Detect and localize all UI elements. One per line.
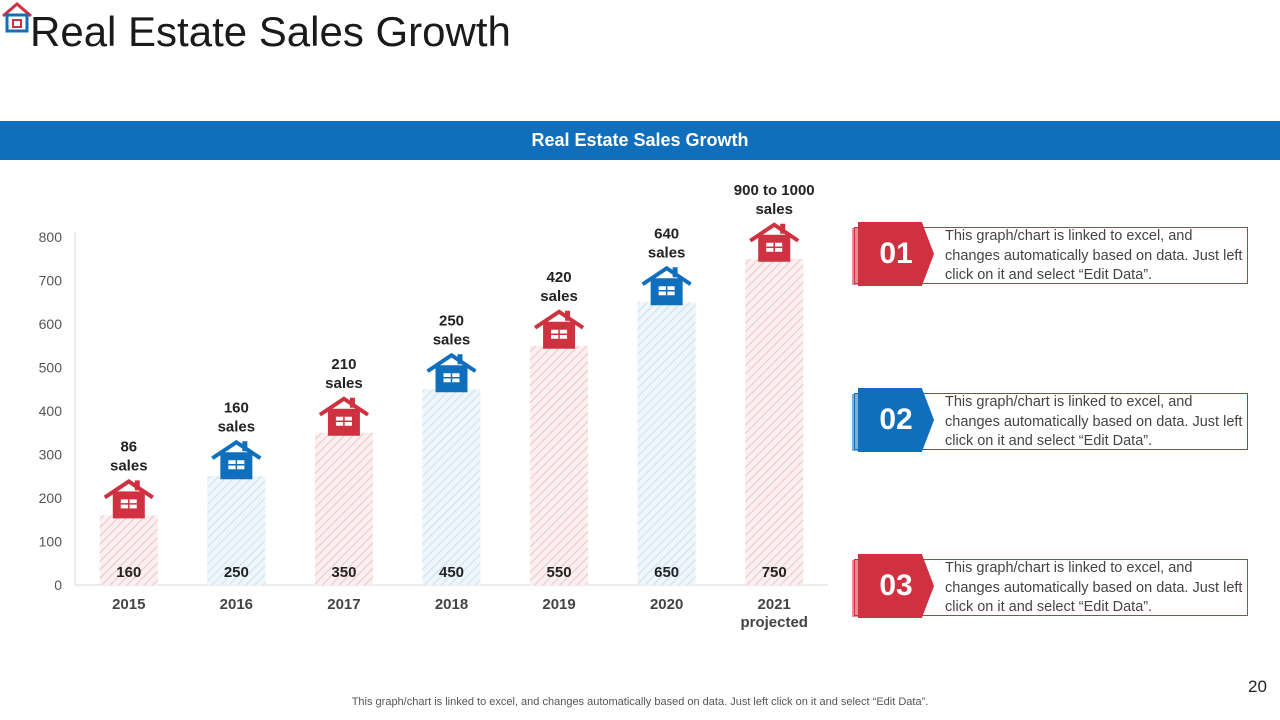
bar-value-label: 450 (439, 564, 464, 581)
sales-bar-chart[interactable]: 0 100 200 300 400 500 600 700 800 160 86 sales 2015 2… (0, 160, 850, 640)
x-tick-label: 2019 (542, 596, 575, 613)
x-tick-label: 2021 (758, 596, 791, 613)
annotation-label: 420 (547, 269, 572, 286)
y-tick-label: 100 (39, 534, 63, 550)
y-tick-label: 600 (39, 316, 63, 332)
callout-text: This graph/chart is linked to excel, and… (945, 560, 1243, 615)
x-tick-label: 2017 (327, 596, 360, 613)
callout-number-badge: 01 (858, 222, 934, 286)
bar-group[interactable]: 250 160 sales (207, 399, 266, 585)
bar[interactable] (99, 515, 158, 585)
callout-text: This graph/chart is linked to excel, and… (945, 394, 1243, 449)
bar[interactable] (207, 476, 266, 585)
y-tick-label: 0 (54, 577, 62, 593)
bar[interactable] (745, 258, 804, 585)
x-tick-label: projected (740, 614, 808, 631)
callout-tab-edge (852, 560, 862, 617)
x-tick-label: 2015 (112, 596, 145, 613)
bar-group[interactable]: 750 900 to 1000 sales (734, 182, 815, 585)
annotation-label: sales (540, 288, 578, 305)
x-tick-label: 2018 (435, 596, 468, 613)
bar-value-label: 650 (654, 564, 679, 581)
callout-01: 01 This graph/chart is linked to excel, a… (850, 222, 1250, 292)
bar-value-label: 250 (224, 564, 249, 581)
callout-number-badge: 02 (858, 388, 934, 452)
y-tick-label: 800 (39, 229, 63, 245)
annotation-label: 250 (439, 312, 464, 329)
bar-value-label: 550 (547, 564, 572, 581)
annotation-label: sales (110, 457, 148, 474)
page-number: 20 (1248, 677, 1267, 696)
callout-tab-edge (852, 228, 862, 285)
bar-group[interactable]: 350 210 sales (314, 356, 373, 585)
house-icon (533, 309, 585, 349)
bar-group[interactable]: 550 420 sales (530, 269, 589, 585)
bar[interactable] (314, 432, 373, 585)
annotation-label: 210 (331, 356, 356, 373)
bar-group[interactable]: 450 250 sales (422, 312, 481, 585)
callout-tab-edge (852, 394, 862, 451)
house-logo-icon (2, 2, 32, 33)
callout-03: 03 This graph/chart is linked to excel, a… (850, 554, 1250, 624)
chart-banner: Real Estate Sales Growth (0, 121, 1280, 160)
annotation-label: 640 (654, 225, 679, 242)
house-icon (318, 396, 370, 436)
bar-value-label: 160 (116, 564, 141, 581)
callout-text: This graph/chart is linked to excel, and… (945, 228, 1243, 283)
annotation-label: 160 (224, 399, 249, 416)
bar[interactable] (530, 345, 589, 585)
bar-value-label: 750 (762, 564, 787, 581)
house-icon (211, 439, 262, 480)
y-tick-label: 200 (39, 490, 63, 506)
bar[interactable] (637, 302, 696, 585)
annotation-label: sales (325, 375, 363, 392)
annotation-label: 86 (120, 438, 137, 455)
y-tick-label: 300 (39, 447, 63, 463)
house-icon (749, 222, 800, 262)
callout-number-badge: 03 (858, 554, 934, 618)
bar-value-label: 350 (331, 564, 356, 581)
annotation-label: sales (755, 201, 793, 218)
annotation-label: sales (648, 244, 686, 261)
callout-02: 02 This graph/chart is linked to excel, a… (850, 388, 1250, 458)
house-icon (641, 265, 692, 306)
annotation-label: sales (433, 331, 471, 348)
annotation-label: sales (218, 418, 256, 435)
footer-note: This graph/chart is linked to excel, and… (351, 696, 929, 708)
y-tick-label: 500 (39, 360, 63, 376)
bar[interactable] (422, 389, 481, 585)
annotation-label: 900 to 1000 (734, 182, 815, 199)
y-tick-label: 700 (39, 273, 63, 289)
house-icon (103, 478, 154, 519)
y-tick-label: 400 (39, 403, 63, 419)
bar-group[interactable]: 650 640 sales (637, 225, 696, 585)
house-icon (426, 352, 477, 393)
x-tick-label: 2016 (220, 596, 253, 613)
x-tick-label: 2020 (650, 596, 683, 613)
bar-group[interactable]: 160 86 sales (99, 438, 158, 585)
page-title: Real Estate Sales Growth (30, 8, 511, 55)
